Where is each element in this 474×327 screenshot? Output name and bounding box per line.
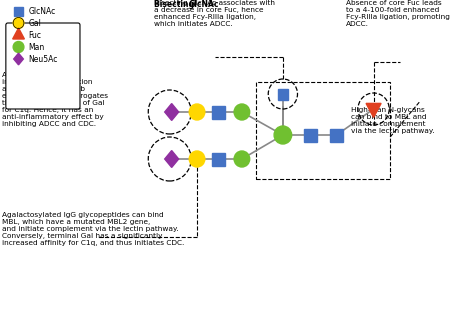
Text: Gal: Gal <box>28 19 41 27</box>
Circle shape <box>234 104 250 120</box>
Text: Agalactosylated IgG glycopeptides can bind
MBL, which have a mutated MBL2 gene,
: Agalactosylated IgG glycopeptides can bi… <box>2 212 184 246</box>
Text: Bisecting GlcNAc associates with
a decrease in core Fuc, hence
enhanced Fcy-RIII: Bisecting GlcNAc associates with a decre… <box>154 0 275 27</box>
Circle shape <box>13 18 24 28</box>
Circle shape <box>189 104 205 120</box>
Polygon shape <box>164 104 179 120</box>
Polygon shape <box>14 53 23 65</box>
Bar <box>304 129 317 142</box>
Text: Bisecting: Bisecting <box>154 0 197 9</box>
Polygon shape <box>13 28 24 39</box>
Circle shape <box>234 151 250 167</box>
Text: Fuc: Fuc <box>28 30 41 40</box>
Text: GlcNAc: GlcNAc <box>28 7 55 15</box>
Text: Man: Man <box>28 43 45 51</box>
Circle shape <box>189 151 205 167</box>
Text: Absence of core Fuc leads
to a 4-100-fold enhanced
Fcy-RIIIa ligation, promoting: Absence of core Fuc leads to a 4-100-fol… <box>346 0 450 27</box>
Bar <box>330 129 343 142</box>
Circle shape <box>274 126 292 144</box>
Circle shape <box>13 42 24 53</box>
Text: GlcNAc: GlcNAc <box>188 0 219 9</box>
Polygon shape <box>164 150 179 167</box>
Bar <box>277 89 288 99</box>
FancyBboxPatch shape <box>6 23 80 109</box>
Text: Addition of Neu5Ac
inhibits Fcy-RIIIa ligation
and enhances Fcy-RIIb
expression.: Addition of Neu5Ac inhibits Fcy-RIIIa li… <box>2 72 108 127</box>
Bar <box>212 152 225 165</box>
Polygon shape <box>366 103 381 117</box>
Text: High-Man N-glycans
can bind to MBL and
initiate complement
via the lectin pathwa: High-Man N-glycans can bind to MBL and i… <box>351 107 435 134</box>
Text: Neu5Ac: Neu5Ac <box>28 55 58 63</box>
Bar <box>212 106 225 118</box>
Bar <box>14 7 23 15</box>
